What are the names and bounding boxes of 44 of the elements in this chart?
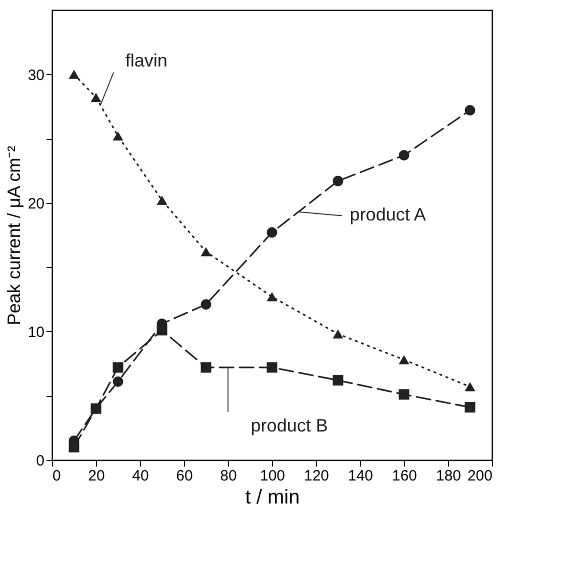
x-tick-label: 20: [88, 468, 105, 484]
point: [200, 362, 212, 373]
y-tick-label: 30: [28, 66, 44, 84]
x-axis-title: t / min: [245, 486, 300, 508]
point: [68, 70, 80, 79]
y-tick-label: 10: [28, 324, 44, 341]
point: [68, 442, 80, 452]
point: [156, 324, 168, 336]
point: [266, 292, 278, 302]
point: [398, 150, 410, 161]
x-tick-label: 200: [467, 468, 492, 484]
point: [200, 247, 212, 256]
point: [332, 329, 344, 339]
y-axis-title: Peak current / μA cm⁻²: [4, 146, 24, 326]
point: [332, 375, 344, 386]
point: [464, 105, 476, 116]
annotation: product B: [250, 416, 328, 436]
x-tick-label: 40: [132, 468, 149, 484]
point: [112, 131, 124, 141]
point: [112, 376, 124, 387]
x-tick-label: 60: [176, 468, 193, 484]
point: [398, 389, 410, 400]
x-tick-label: 180: [436, 468, 462, 484]
point: [112, 362, 124, 373]
y-tick-label: 20: [28, 195, 44, 212]
point: [156, 196, 168, 205]
x-tick-label: 0: [52, 468, 61, 484]
point: [464, 382, 476, 392]
point: [464, 402, 476, 413]
annotation: flavin: [125, 50, 168, 70]
x-tick-label: 100: [260, 468, 286, 484]
x-tick-label: 80: [220, 468, 237, 484]
point: [266, 362, 278, 373]
x-tick-label: 120: [304, 468, 330, 484]
point: [200, 299, 212, 310]
x-tick-label: 140: [348, 468, 374, 484]
point: [90, 403, 102, 414]
annotation: product A: [350, 204, 426, 225]
x-tick-label: 160: [392, 468, 418, 484]
point: [332, 176, 344, 186]
point: [90, 92, 102, 102]
point: [398, 355, 410, 364]
y-tick-label: 0: [36, 452, 44, 470]
point: [266, 227, 278, 238]
